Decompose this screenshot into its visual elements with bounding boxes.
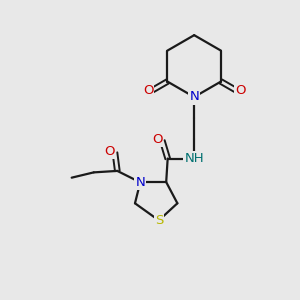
Text: O: O: [235, 84, 245, 97]
Text: N: N: [189, 91, 199, 103]
Text: O: O: [152, 133, 162, 146]
Text: S: S: [154, 214, 163, 227]
Text: O: O: [143, 84, 153, 97]
Text: O: O: [104, 145, 115, 158]
Text: N: N: [135, 176, 145, 189]
Text: NH: NH: [184, 152, 204, 165]
